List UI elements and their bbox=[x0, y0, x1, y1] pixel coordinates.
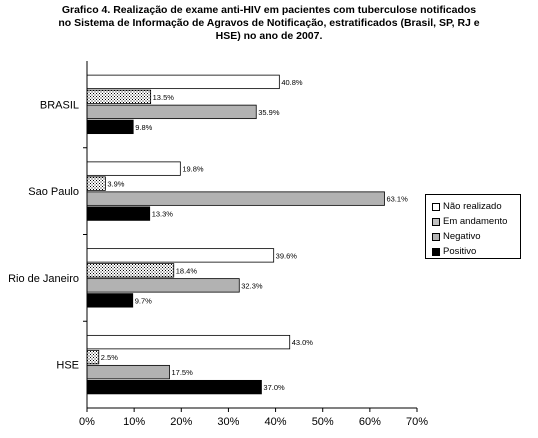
chart-title-line-2: no Sistema de Informação de Agravos de N… bbox=[58, 17, 480, 29]
x-tick-label: 0% bbox=[79, 416, 95, 428]
chart-legend: Não realizado Em andamento Negativo Posi… bbox=[425, 194, 521, 259]
data-label-rio-de-janeiro-positivo: 9.7% bbox=[135, 296, 152, 305]
bar-sao-paulo-nao-realizado bbox=[86, 161, 181, 176]
data-label-hse-negativo: 17.5% bbox=[172, 368, 194, 377]
x-tick-label: 60% bbox=[359, 416, 381, 428]
axis-layer: BRASIL Sao Paulo Rio de Janeiro HSE 0% 10% 20%… bbox=[8, 61, 428, 428]
category-label-sao-paulo: Sao Paulo bbox=[28, 186, 79, 198]
data-label-rio-de-janeiro-em-andamento: 18.4% bbox=[176, 266, 198, 275]
data-label-sao-paulo-em-andamento: 3.9% bbox=[107, 180, 124, 189]
data-label-hse-positivo: 37.0% bbox=[263, 383, 285, 392]
chart-title: Grafico 4. Realização de exame anti-HIV … bbox=[0, 4, 538, 43]
legend-label-em-andamento: Em andamento bbox=[443, 216, 508, 227]
data-label-rio-de-janeiro-nao-realizado: 39.6% bbox=[276, 251, 298, 260]
bar-brasil-nao-realizado bbox=[86, 74, 280, 90]
category-label-rio-de-janeiro: Rio de Janeiro bbox=[8, 273, 79, 285]
category-label-hse: HSE bbox=[56, 360, 79, 372]
x-tick-label: 30% bbox=[217, 416, 239, 428]
bar-sao-paulo-negativo bbox=[86, 191, 385, 206]
data-label-sao-paulo-positivo: 13.3% bbox=[152, 210, 174, 219]
data-label-brasil-nao-realizado: 40.8% bbox=[281, 78, 303, 87]
x-tick-label: 40% bbox=[265, 416, 287, 428]
legend-label-negativo: Negativo bbox=[443, 231, 481, 242]
data-label-brasil-positivo: 9.8% bbox=[135, 123, 152, 132]
legend-item-em-andamento: Em andamento bbox=[432, 214, 520, 229]
x-tick-label: 50% bbox=[312, 416, 334, 428]
data-label-sao-paulo-nao-realizado: 19.8% bbox=[182, 165, 204, 174]
data-label-rio-de-janeiro-negativo: 32.3% bbox=[241, 281, 263, 290]
bar-brasil-positivo bbox=[86, 119, 134, 135]
data-label-hse-nao-realizado: 43.0% bbox=[292, 338, 314, 347]
legend-swatch-nao-realizado bbox=[432, 202, 440, 211]
bar-rio-de-janeiro-positivo bbox=[86, 293, 134, 308]
bar-sao-paulo-positivo bbox=[86, 206, 151, 221]
data-label-sao-paulo-negativo: 63.1% bbox=[386, 195, 408, 204]
legend-swatch-em-andamento bbox=[432, 217, 440, 226]
bar-rio-de-janeiro-negativo bbox=[86, 278, 240, 293]
bars-layer: 40.8% 13.5% 35.9% 9.8% 19.8% 3.9% 63.1% 13.3% 39… bbox=[86, 74, 408, 395]
chart-title-line-1: Grafico 4. Realização de exame anti-HIV … bbox=[61, 4, 477, 16]
x-tick-label: 20% bbox=[170, 416, 192, 428]
data-label-brasil-em-andamento: 13.5% bbox=[153, 93, 175, 102]
bar-hse-nao-realizado bbox=[86, 334, 291, 350]
legend-swatch-positivo bbox=[432, 247, 440, 256]
bar-hse-negativo bbox=[86, 364, 170, 380]
bar-hse-positivo bbox=[86, 379, 262, 395]
bar-rio-de-janeiro-nao-realizado bbox=[86, 248, 275, 263]
bar-brasil-em-andamento bbox=[86, 89, 152, 105]
legend-swatch-negativo bbox=[432, 232, 440, 241]
x-tick-label: 10% bbox=[123, 416, 145, 428]
legend-item-positivo: Positivo bbox=[432, 244, 520, 259]
bar-hse-em-andamento bbox=[86, 349, 100, 365]
chart-title-line-3: HSE) no ano de 2007. bbox=[215, 30, 323, 42]
data-label-hse-em-andamento: 2.5% bbox=[101, 353, 118, 362]
data-label-brasil-negativo: 35.9% bbox=[258, 108, 280, 117]
legend-item-negativo: Negativo bbox=[432, 229, 520, 244]
legend-item-nao-realizado: Não realizado bbox=[432, 199, 520, 214]
legend-label-positivo: Positivo bbox=[443, 246, 477, 257]
category-label-brasil: BRASIL bbox=[40, 99, 79, 111]
bar-rio-de-janeiro-em-andamento bbox=[86, 263, 175, 278]
bar-sao-paulo-em-andamento bbox=[86, 176, 106, 191]
bar-brasil-negativo bbox=[86, 104, 257, 120]
x-tick-label: 70% bbox=[406, 416, 428, 428]
legend-label-nao-realizado: Não realizado bbox=[443, 201, 502, 212]
